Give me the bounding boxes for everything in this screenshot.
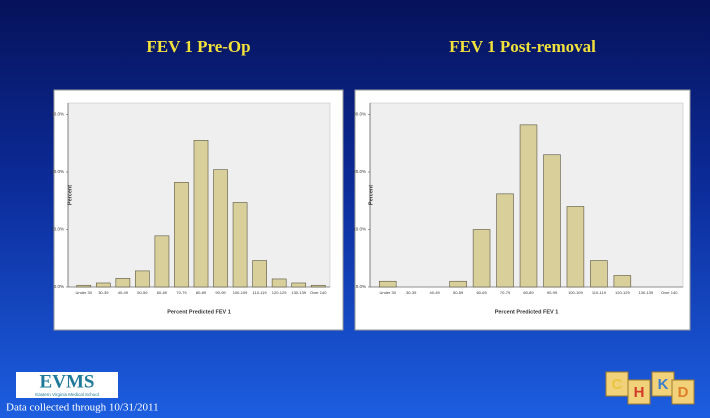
x-tick-label: Under 30 bbox=[76, 290, 93, 295]
x-tick-label: 80-89 bbox=[523, 290, 534, 295]
block-letter: H bbox=[634, 384, 645, 401]
bar bbox=[95, 282, 111, 288]
y-tick-label: 0.0% bbox=[54, 284, 64, 289]
bar bbox=[271, 278, 287, 288]
x-tick-label: 60-69 bbox=[157, 290, 168, 295]
bar bbox=[174, 182, 189, 288]
block bbox=[627, 379, 651, 405]
bar bbox=[252, 260, 267, 288]
x-tick-label: Over 140 bbox=[310, 290, 327, 295]
x-tick-label: 130-139 bbox=[291, 290, 306, 295]
chart-title: FEV 1 Post-removal bbox=[449, 37, 596, 56]
bar bbox=[193, 140, 209, 288]
x-tick-label: 120-129 bbox=[615, 290, 630, 295]
x-tick-label: 40-49 bbox=[430, 290, 441, 295]
bar bbox=[613, 275, 632, 288]
bar bbox=[291, 282, 307, 288]
x-tick-label: 120-129 bbox=[272, 290, 287, 295]
block-letter: D bbox=[678, 384, 689, 401]
bar bbox=[566, 206, 585, 288]
block-letter: C bbox=[612, 376, 623, 393]
y-axis-label: Percent bbox=[67, 185, 73, 205]
x-tick-label: 70-79 bbox=[500, 290, 511, 295]
x-tick-label: 30-39 bbox=[98, 290, 109, 295]
bar bbox=[232, 202, 248, 288]
bar bbox=[135, 270, 150, 288]
x-axis-label: Percent Predicted FEV 1 bbox=[167, 309, 231, 315]
bar bbox=[378, 280, 397, 288]
x-tick-label: 50-59 bbox=[453, 290, 464, 295]
bar bbox=[154, 235, 170, 288]
logo-box bbox=[16, 372, 118, 398]
chart-title: FEV 1 Pre-Op bbox=[146, 37, 250, 56]
x-tick-label: Over 140 bbox=[661, 290, 678, 295]
block bbox=[671, 379, 695, 405]
x-tick-label: 100-109 bbox=[568, 290, 583, 295]
y-tick-label: 10.0% bbox=[51, 227, 64, 232]
x-tick-label: 90-99 bbox=[547, 290, 558, 295]
bar bbox=[76, 284, 92, 288]
x-tick-label: 90-99 bbox=[215, 290, 226, 295]
x-tick-label: 40-49 bbox=[118, 290, 129, 295]
bar bbox=[590, 260, 608, 288]
logo-subtitle: Eastern Virginia Medical School bbox=[35, 392, 98, 397]
x-tick-label: 130-139 bbox=[638, 290, 653, 295]
y-tick-label: 0.0% bbox=[356, 284, 366, 289]
bar bbox=[472, 229, 491, 288]
bar bbox=[543, 154, 561, 288]
x-tick-label: 100-109 bbox=[233, 290, 248, 295]
x-tick-label: 30-39 bbox=[406, 290, 417, 295]
y-tick-label: 30.0% bbox=[51, 112, 64, 117]
x-tick-label: 110-119 bbox=[592, 290, 607, 295]
logo: EVMS bbox=[40, 371, 95, 392]
x-tick-label: 70-79 bbox=[176, 290, 187, 295]
bar bbox=[449, 280, 467, 288]
x-axis-label: Percent Predicted FEV 1 bbox=[495, 309, 559, 315]
block-letter: K bbox=[658, 376, 669, 393]
x-tick-label: Under 30 bbox=[379, 290, 396, 295]
x-tick-label: 60-69 bbox=[476, 290, 487, 295]
y-tick-label: 20.0% bbox=[51, 169, 64, 174]
bar bbox=[213, 169, 228, 288]
footnote: Data collected through 10/31/2011 bbox=[6, 402, 159, 414]
y-tick-label: 30.0% bbox=[353, 112, 366, 117]
y-axis-label: Percent bbox=[368, 185, 374, 205]
y-tick-label: 20.0% bbox=[353, 169, 366, 174]
bar bbox=[496, 193, 514, 288]
bar bbox=[519, 124, 538, 288]
x-tick-label: 80-89 bbox=[196, 290, 207, 295]
bar bbox=[310, 284, 326, 288]
bar bbox=[115, 278, 131, 288]
x-tick-label: 110-119 bbox=[253, 290, 268, 295]
y-tick-label: 10.0% bbox=[353, 227, 366, 232]
x-tick-label: 50-59 bbox=[137, 290, 148, 295]
